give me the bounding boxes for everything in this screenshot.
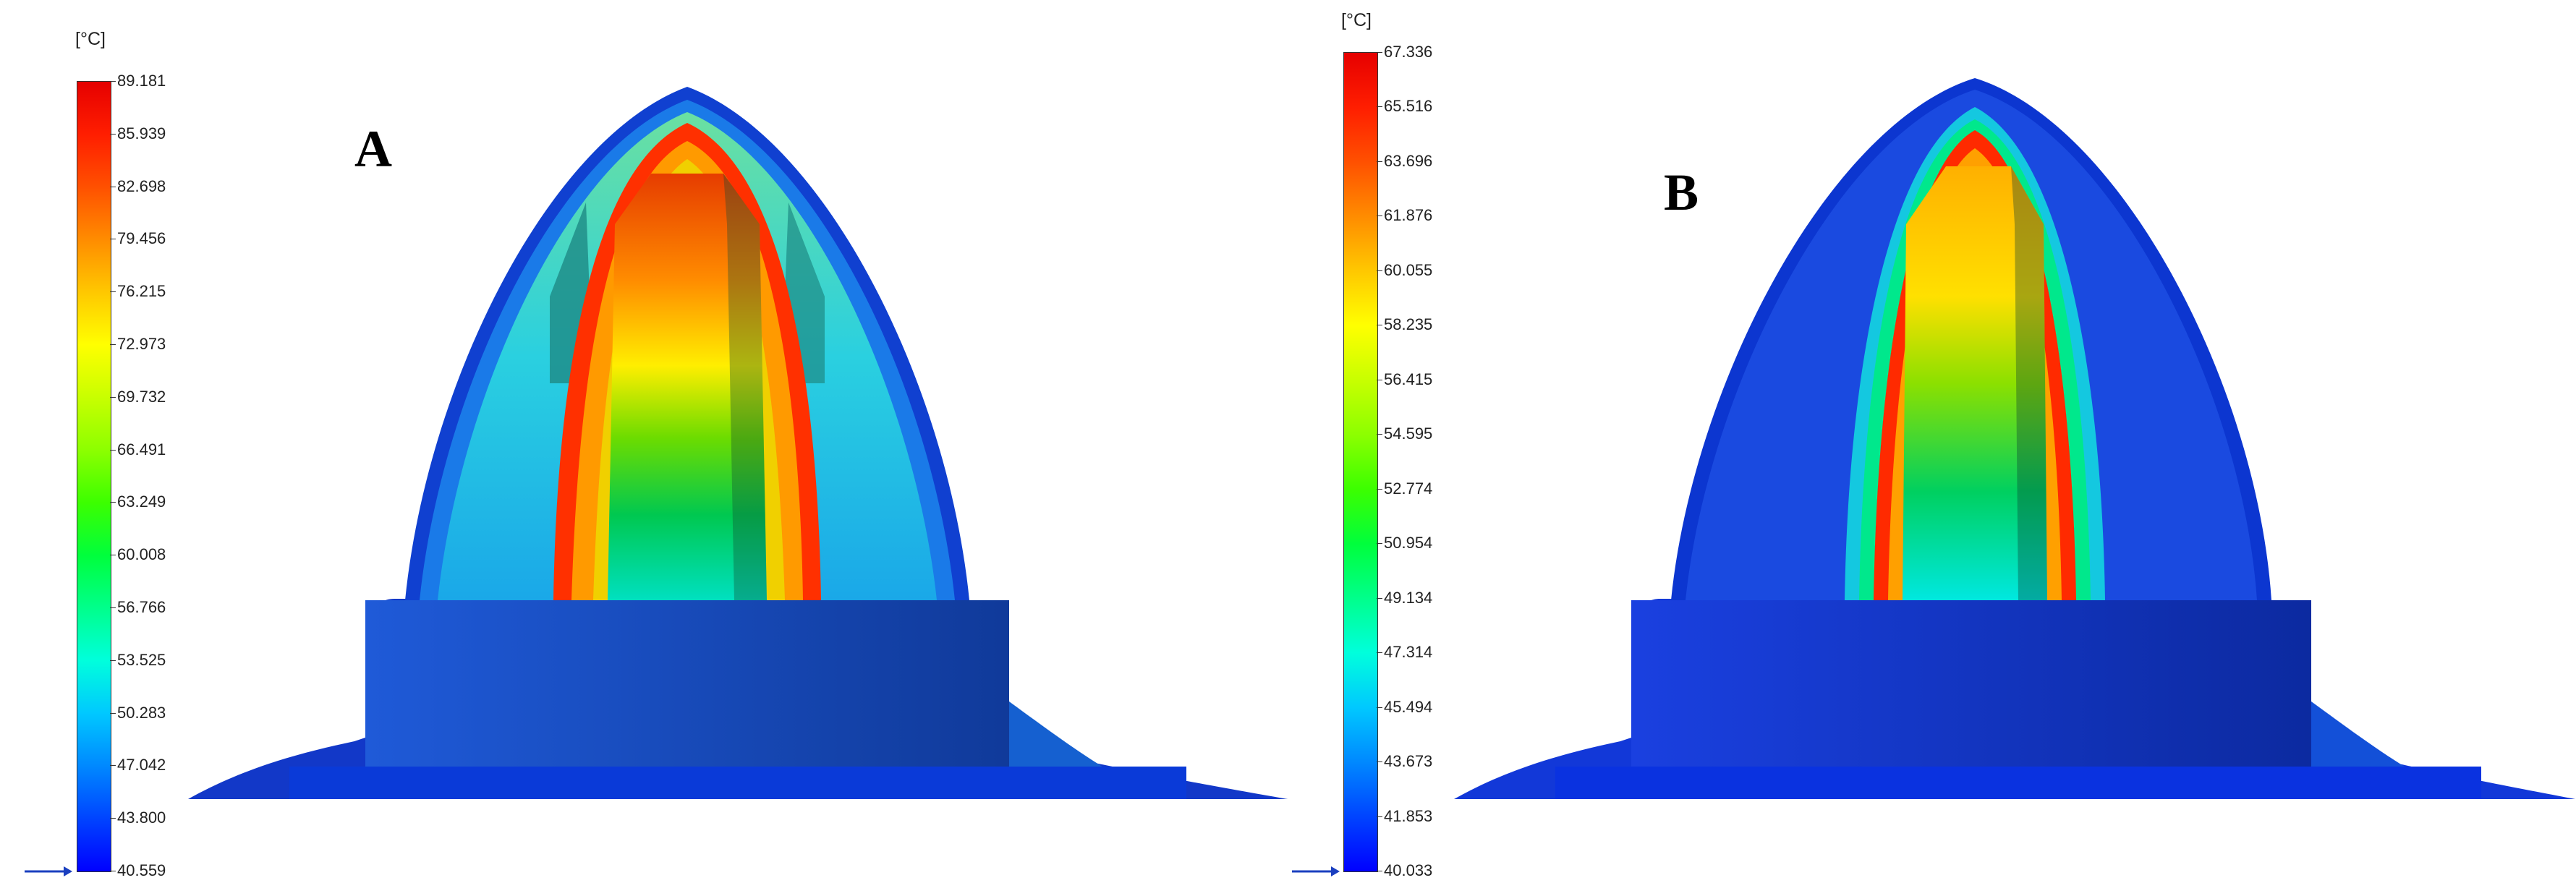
color-scale-tick-label: 61.876 [1384, 206, 1433, 225]
color-scale-tick-mark [1377, 761, 1382, 763]
color-scale-tick-mark [1377, 488, 1382, 490]
color-scale-tick-label: 85.939 [117, 124, 166, 142]
color-scale-tick-mark [110, 133, 116, 135]
arrow-icon [25, 866, 72, 876]
color-scale-tick-label: 72.973 [117, 335, 166, 353]
color-scale-tick-label: 65.516 [1384, 97, 1433, 116]
color-scale-tick-label: 45.494 [1384, 697, 1433, 716]
color-scale-tick-label: 49.134 [1384, 588, 1433, 607]
color-scale-tick-mark [1377, 270, 1382, 271]
color-scale-tick-mark [1377, 106, 1382, 108]
color-scale-tick-label: 60.055 [1384, 260, 1433, 279]
color-scale-tick-label: 82.698 [117, 176, 166, 195]
color-scale-tick-label: 58.235 [1384, 315, 1433, 334]
color-scale-tick-mark [110, 449, 116, 451]
color-scale-tick-label: 53.525 [117, 650, 166, 669]
color-scale-tick-label: 52.774 [1384, 479, 1433, 498]
color-scale-tick-label: 63.249 [117, 492, 166, 511]
color-scale-tick-label: 40.033 [1384, 861, 1433, 879]
color-scale-tick-mark [110, 291, 116, 293]
color-scale-tick-mark [110, 818, 116, 819]
color-scale-tick-label: 50.283 [117, 703, 166, 722]
color-scale-tick-label: 40.559 [117, 861, 166, 879]
unit-label-b: [°C] [1341, 10, 1372, 30]
color-scale-tick-label: 47.042 [117, 756, 166, 775]
temperature-model-a [188, 87, 1288, 799]
color-scale-tick-mark [1377, 707, 1382, 708]
panel-b: [°C] 67.336 65.516 63.696 61.876 60.055 58.23… [1288, 0, 2576, 896]
color-scale-tick-mark [1377, 52, 1382, 53]
color-scale-tick-label: 66.491 [117, 440, 166, 458]
color-scale-tick-label: 43.800 [117, 808, 166, 827]
color-scale-tick-mark [110, 81, 116, 82]
color-scale-tick-mark [110, 396, 116, 398]
color-scale-tick-mark [1377, 161, 1382, 162]
color-scale-tick-mark [1377, 597, 1382, 599]
arrow-icon [1292, 866, 1340, 876]
color-scale-tick-mark [1377, 543, 1382, 545]
color-scale-tick-mark [1377, 816, 1382, 817]
panel-letter-b: B [1664, 163, 1699, 221]
color-scale-tick-label: 50.954 [1384, 534, 1433, 552]
color-scale-tick-mark [110, 344, 116, 345]
color-scale-tick-label: 63.696 [1384, 151, 1433, 170]
unit-label-a: [°C] [75, 29, 106, 49]
color-scale-tick-label: 47.314 [1384, 643, 1433, 662]
color-scale-bar-b [1343, 52, 1378, 872]
color-scale-tick-label: 43.673 [1384, 752, 1433, 771]
panel-a: [°C] 89.181 85.939 82.698 79.456 76.215 72.97… [25, 29, 1288, 879]
color-scale-tick-label: 89.181 [117, 72, 166, 90]
color-scale-tick-label: 60.008 [117, 545, 166, 564]
color-scale-tick-mark [110, 607, 116, 608]
color-scale-tick-label: 67.336 [1384, 43, 1433, 61]
color-scale-tick-label: 56.766 [117, 598, 166, 616]
color-scale-tick-label: 54.595 [1384, 424, 1433, 443]
color-scale-tick-mark [1377, 652, 1382, 654]
color-scale-tick-label: 79.456 [117, 229, 166, 248]
color-scale-tick-label: 56.415 [1384, 370, 1433, 388]
panel-letter-a: A [354, 120, 392, 178]
color-scale-bar-a [77, 81, 111, 872]
color-scale-tick-mark [110, 765, 116, 767]
color-scale-tick-label: 76.215 [117, 282, 166, 301]
color-scale-tick-mark [110, 502, 116, 503]
color-scale-tick-mark [110, 712, 116, 714]
color-scale-tick-mark [1377, 434, 1382, 435]
color-scale-tick-label: 41.853 [1384, 806, 1433, 825]
color-scale-tick-label: 69.732 [117, 387, 166, 406]
temperature-model-b [1454, 78, 2575, 799]
color-scale-tick-mark [110, 660, 116, 661]
